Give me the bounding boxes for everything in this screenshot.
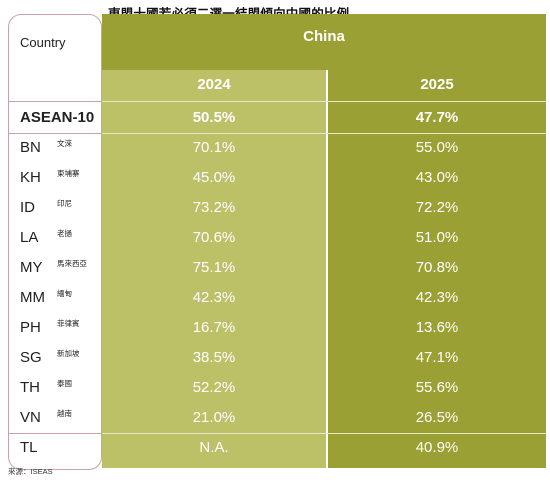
header-divider xyxy=(8,101,102,102)
row-divider xyxy=(8,433,102,434)
country-name-zh: 文淶 xyxy=(57,139,72,148)
header-divider-panel xyxy=(102,101,546,102)
country-code: MY xyxy=(20,259,43,276)
value-2024: 75.1% xyxy=(192,259,236,276)
source-note: 來源：ISEAS xyxy=(8,467,53,476)
country-code: ID xyxy=(20,199,35,216)
country-name-zh: 緬甸 xyxy=(57,289,72,298)
value-2024: 38.5% xyxy=(192,349,236,366)
country-code: ASEAN-10 xyxy=(20,109,95,126)
country-name-zh: 印尼 xyxy=(57,199,72,208)
country-code: TL xyxy=(20,439,38,456)
row-divider-panel xyxy=(102,433,546,434)
value-2024: 70.6% xyxy=(192,229,236,246)
country-name-zh: 馬來西亞 xyxy=(57,259,87,268)
value-2025: 72.2% xyxy=(415,199,459,216)
country-code: LA xyxy=(20,229,39,246)
country-name-zh: 柬埔寨 xyxy=(57,169,80,178)
value-2024: 45.0% xyxy=(192,169,236,186)
value-2024: 73.2% xyxy=(192,199,236,216)
country-name-zh: 泰國 xyxy=(57,379,72,388)
value-2024: 21.0% xyxy=(192,409,236,426)
country-code: SG xyxy=(20,349,42,366)
country-code: VN xyxy=(20,409,41,426)
value-2025: 70.8% xyxy=(415,259,459,276)
country-name-zh: 越南 xyxy=(57,409,72,418)
row-divider-panel xyxy=(102,133,546,134)
country-name-zh: 菲律賓 xyxy=(57,319,80,328)
value-2025: 55.6% xyxy=(415,379,459,396)
value-2024: N.A. xyxy=(199,439,229,456)
value-2024: 42.3% xyxy=(192,289,236,306)
country-code: PH xyxy=(20,319,41,336)
china-header-band xyxy=(102,14,546,70)
country-code: TH xyxy=(20,379,40,396)
row-divider xyxy=(8,133,102,134)
value-2025: 55.0% xyxy=(415,139,459,156)
column-header-country: Country xyxy=(20,35,66,50)
group-header-china: China xyxy=(303,28,345,45)
value-2025: 13.6% xyxy=(415,319,459,336)
value-2025: 47.1% xyxy=(415,349,459,366)
country-code: KH xyxy=(20,169,41,186)
value-2025: 26.5% xyxy=(415,409,459,426)
value-2024: 52.2% xyxy=(192,379,236,396)
column-2025-background xyxy=(328,70,546,468)
country-column-box xyxy=(8,14,102,470)
column-header-2025: 2025 xyxy=(420,76,454,93)
value-2025: 43.0% xyxy=(415,169,459,186)
country-code: BN xyxy=(20,139,41,156)
column-2024-background xyxy=(102,70,326,468)
country-code: MM xyxy=(20,289,45,306)
value-2025: 51.0% xyxy=(415,229,459,246)
value-2024: 50.5% xyxy=(192,109,236,126)
column-header-2024: 2024 xyxy=(197,76,231,93)
country-name-zh: 新加坡 xyxy=(57,349,80,358)
value-2025: 40.9% xyxy=(415,439,459,456)
value-2024: 70.1% xyxy=(192,139,236,156)
country-name-zh: 老撾 xyxy=(57,229,72,238)
value-2025: 42.3% xyxy=(415,289,459,306)
value-2024: 16.7% xyxy=(192,319,236,336)
value-2025: 47.7% xyxy=(415,109,459,126)
